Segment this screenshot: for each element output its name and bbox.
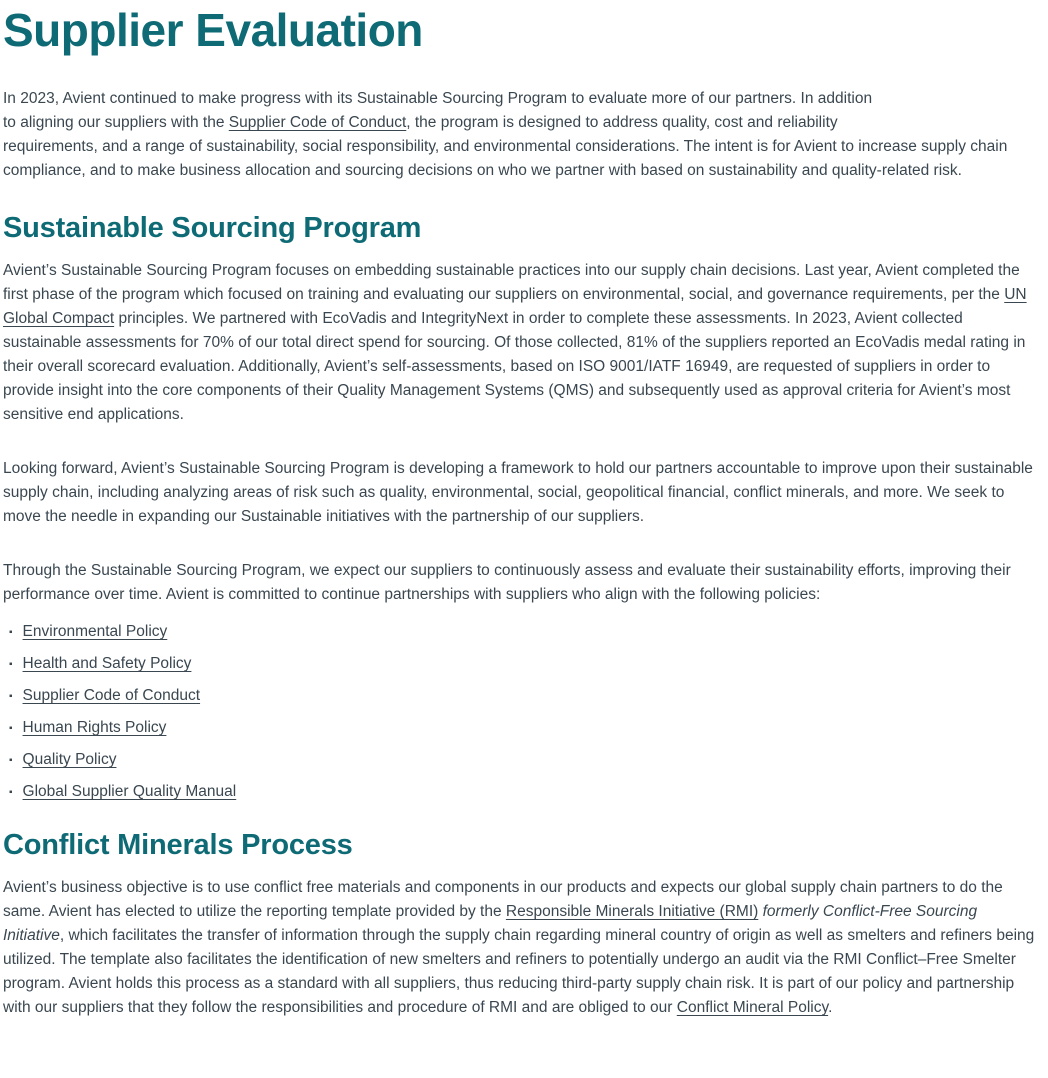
- sourcing-p1-pre: Avient’s Sustainable Sourcing Program fo…: [3, 262, 1020, 304]
- intro-line3: requirements, and a range of sustainabil…: [3, 138, 1008, 180]
- sourcing-paragraph-2: Looking forward, Avient’s Sustainable So…: [3, 460, 1033, 526]
- bullet-icon: ▪: [9, 723, 13, 735]
- health-and-safety-policy-link[interactable]: ▪ Health and Safety Policy: [9, 655, 191, 672]
- policy-link-label: Quality Policy: [22, 751, 117, 769]
- sourcing-p1-post: principles. We partnered with EcoVadis a…: [3, 310, 1026, 424]
- intro-paragraph: In 2023, Avient continued to make progre…: [3, 87, 1042, 183]
- supplier-code-of-conduct-list-link[interactable]: ▪ Supplier Code of Conduct: [9, 687, 200, 704]
- human-rights-policy-link[interactable]: ▪ Human Rights Policy: [9, 719, 166, 736]
- intro-line2-post: , the program is designed to address qua…: [406, 114, 838, 132]
- environmental-policy-link[interactable]: ▪ Environmental Policy: [9, 623, 167, 640]
- conflict-p-italic: formerly Conflict-Free Sourcing Initiati…: [3, 903, 978, 945]
- bullet-icon: ▪: [9, 627, 13, 639]
- bullet-icon: ▪: [9, 659, 13, 671]
- section-heading-sustainable-sourcing: Sustainable Sourcing Program: [3, 212, 422, 245]
- list-item: ▪ Human Rights Policy: [9, 716, 1042, 741]
- list-item: ▪ Quality Policy: [9, 748, 1042, 773]
- list-item: ▪ Health and Safety Policy: [9, 652, 1042, 677]
- section-heading-conflict-minerals: Conflict Minerals Process: [3, 829, 353, 862]
- sourcing-paragraph-1: Avient’s Sustainable Sourcing Program fo…: [3, 259, 1042, 427]
- page-title: Supplier Evaluation: [3, 4, 423, 56]
- intro-line2-pre: to aligning our suppliers with the: [3, 114, 229, 132]
- policy-link-label: Global Supplier Quality Manual: [22, 783, 237, 801]
- conflict-mineral-policy-link[interactable]: Conflict Mineral Policy: [676, 999, 829, 1017]
- sourcing-paragraph-3: Through the Sustainable Sourcing Program…: [3, 562, 1011, 604]
- conflict-p-pre: Avient’s business objective is to use co…: [3, 879, 1003, 921]
- list-item: ▪ Environmental Policy: [9, 620, 1042, 645]
- intro-line1: In 2023, Avient continued to make progre…: [3, 90, 873, 108]
- responsible-minerals-initiative-link[interactable]: Responsible Minerals Initiative (RMI): [505, 903, 759, 921]
- conflict-p-mid: , which facilitates the transfer of info…: [3, 927, 1035, 1017]
- conflict-p-end: .: [828, 999, 833, 1017]
- bullet-icon: ▪: [9, 691, 13, 703]
- policy-link-label: Environmental Policy: [22, 623, 168, 641]
- content-area: Supplier Evaluation In 2023, Avient cont…: [3, 4, 1042, 1020]
- policy-link-label: Human Rights Policy: [22, 719, 167, 737]
- list-item: ▪ Global Supplier Quality Manual: [9, 780, 1042, 805]
- policy-link-label: Supplier Code of Conduct: [22, 687, 201, 705]
- quality-policy-link[interactable]: ▪ Quality Policy: [9, 751, 116, 768]
- bullet-icon: ▪: [9, 755, 13, 767]
- bullet-icon: ▪: [9, 787, 13, 799]
- un-global-compact-link[interactable]: UN Global Compact: [3, 286, 1027, 328]
- global-supplier-quality-manual-link[interactable]: ▪ Global Supplier Quality Manual: [9, 783, 236, 800]
- list-item: ▪ Supplier Code of Conduct: [9, 684, 1042, 709]
- policy-links-list: ▪ Environmental Policy ▪ Health and Safety…: [3, 620, 1042, 805]
- policy-link-label: Health and Safety Policy: [22, 655, 192, 673]
- supplier-code-of-conduct-link[interactable]: Supplier Code of Conduct: [228, 114, 407, 132]
- conflict-minerals-paragraph: Avient’s business objective is to use co…: [3, 876, 1042, 1020]
